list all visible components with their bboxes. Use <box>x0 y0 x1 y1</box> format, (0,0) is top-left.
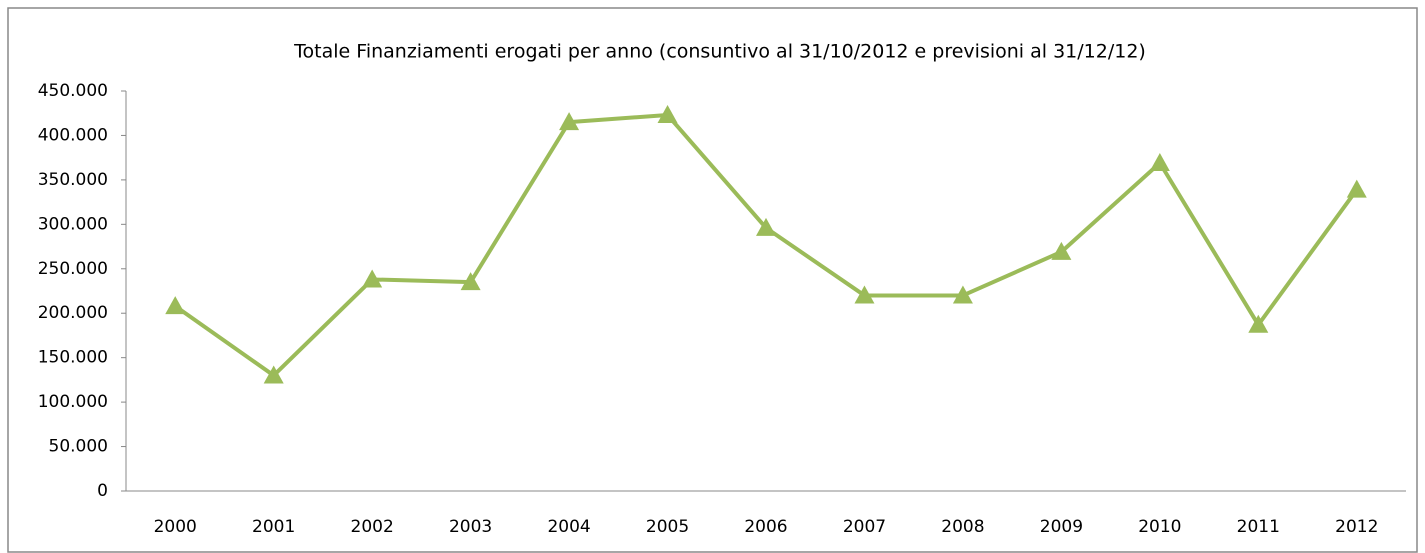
x-tick-label: 2006 <box>744 517 787 537</box>
y-tick-label: 400.000 <box>38 125 108 145</box>
y-tick-label: 200.000 <box>38 303 108 323</box>
marker <box>165 296 186 315</box>
x-tick-label: 2010 <box>1138 517 1181 537</box>
y-tick-label: 50.000 <box>49 437 108 457</box>
marker <box>1248 314 1269 333</box>
marker <box>657 105 678 123</box>
marker <box>952 285 973 304</box>
marker <box>1149 153 1170 171</box>
x-tick-label: 2003 <box>449 517 492 537</box>
marker <box>460 272 481 291</box>
marker <box>756 217 776 236</box>
marker <box>559 112 580 131</box>
x-tick-label: 2008 <box>941 517 984 537</box>
chart-frame <box>7 7 1418 553</box>
marker <box>1051 241 1072 260</box>
marker <box>263 365 284 384</box>
y-tick-label: 0 <box>97 481 108 501</box>
x-tick-label: 2000 <box>154 517 197 537</box>
marker <box>854 285 875 304</box>
y-tick-label: 300.000 <box>38 214 108 234</box>
x-tick-label: 2005 <box>646 517 689 537</box>
y-tick-label: 150.000 <box>38 348 108 368</box>
x-tick-label: 2011 <box>1237 517 1280 537</box>
x-tick-label: 2012 <box>1335 517 1378 537</box>
x-tick-label: 2001 <box>252 517 295 537</box>
y-tick-label: 100.000 <box>38 392 108 412</box>
y-tick-label: 450.000 <box>38 81 108 101</box>
y-tick-label: 350.000 <box>38 170 108 190</box>
marker <box>1346 179 1367 198</box>
x-tick-label: 2009 <box>1040 517 1083 537</box>
y-tick-label: 250.000 <box>38 259 108 279</box>
x-tick-label: 2007 <box>843 517 886 537</box>
chart-title: Totale Finanziamenti erogati per anno (c… <box>293 41 1146 63</box>
x-tick-label: 2002 <box>351 517 394 537</box>
marker <box>362 269 383 288</box>
x-tick-label: 2004 <box>547 517 590 537</box>
